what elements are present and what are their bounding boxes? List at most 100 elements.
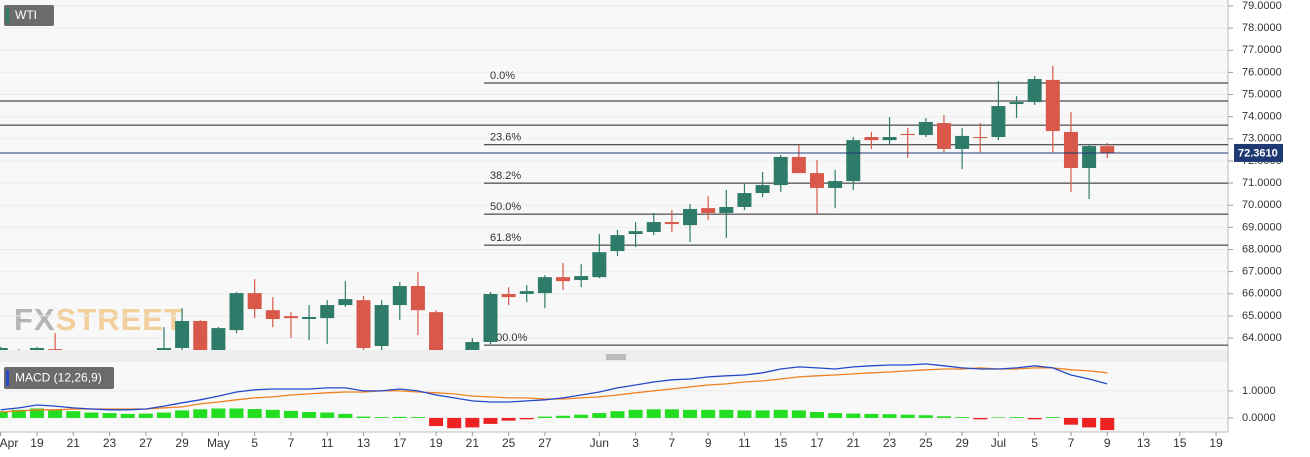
candle-body	[991, 106, 1006, 138]
y-tick-label: 64.0000	[1242, 332, 1282, 344]
y-tick-label: 66.0000	[1242, 288, 1282, 300]
watermark: FXSTREET	[14, 302, 184, 337]
x-tick-label: 27	[538, 436, 552, 450]
candle-body	[1082, 146, 1097, 169]
histogram-bar	[429, 417, 444, 427]
y-tick-label: 76.0000	[1242, 66, 1282, 78]
macd-plot	[0, 363, 1228, 431]
candle-body	[1063, 131, 1078, 169]
x-tick-label: 17	[393, 436, 407, 450]
watermark-street: STREET	[56, 302, 184, 337]
x-tick-label: 19	[429, 436, 443, 450]
fib-label: 61.8%	[490, 232, 521, 244]
candle-body	[683, 208, 698, 226]
histogram-bar	[338, 413, 353, 418]
x-tick-label: 19	[1209, 436, 1223, 450]
histogram-bar	[465, 417, 480, 428]
histogram-bar	[556, 415, 571, 418]
candle-body	[501, 293, 516, 298]
histogram-bar	[882, 414, 897, 418]
histogram-bar	[29, 408, 44, 418]
legend[interactable]: WTI	[4, 5, 54, 26]
candle-body	[592, 252, 607, 278]
x-tick-label: 9	[705, 436, 712, 450]
candle-body	[211, 328, 226, 350]
histogram-bar	[447, 417, 462, 429]
candle-body	[864, 137, 879, 141]
y-tick-label: 75.0000	[1242, 88, 1282, 100]
candle-body	[429, 312, 444, 350]
macd-legend-label: MACD (12,26,9)	[15, 371, 102, 385]
histogram-bar	[84, 412, 99, 418]
fib-label: 0.0%	[490, 70, 515, 82]
histogram-bar	[283, 410, 298, 418]
histogram-bar	[410, 417, 425, 418]
histogram-bar	[175, 410, 190, 418]
x-tick-label: 25	[502, 436, 516, 450]
candle-body	[574, 276, 589, 281]
macd-legend[interactable]: MACD (12,26,9)	[4, 367, 114, 389]
candle-body	[229, 293, 244, 331]
histogram-bar	[737, 410, 752, 418]
candle-body	[519, 291, 534, 294]
candle-body	[0, 348, 8, 350]
price-plot: 0.0% 23.6% 38.2% 50.0% 61.8% 100.0%	[0, 65, 1228, 350]
x-tick-label: 27	[139, 436, 153, 450]
histogram-bar	[628, 409, 643, 418]
candle-body	[283, 316, 298, 319]
histogram-bar	[592, 413, 607, 418]
y-tick-label: 69.0000	[1242, 221, 1282, 233]
x-tick-label: 21	[847, 436, 861, 450]
y-tick-label: 0.0000	[1242, 412, 1276, 424]
y-tick-label: 68.0000	[1242, 243, 1282, 255]
candle-body	[302, 317, 317, 320]
candle-body	[556, 277, 571, 282]
histogram-bar	[1100, 417, 1115, 431]
y-tick-label: 67.0000	[1242, 266, 1282, 278]
candle-body	[320, 305, 335, 319]
x-tick-label: 15	[774, 436, 788, 450]
histogram-bar	[211, 408, 226, 418]
histogram-bar	[719, 409, 734, 418]
histogram-bar	[701, 409, 716, 418]
histogram-bar	[501, 417, 516, 421]
candle-body	[719, 206, 734, 213]
last-price-tag	[1234, 143, 1283, 162]
x-tick-label: May	[207, 436, 230, 450]
x-tick-label: 23	[883, 436, 897, 450]
histogram-bar	[392, 416, 407, 418]
x-tick-label: Jul	[991, 436, 1006, 450]
y-tick-label: 71.0000	[1242, 177, 1282, 189]
histogram-bar	[646, 409, 661, 418]
candle-body	[755, 185, 770, 194]
histogram-bar	[664, 409, 679, 418]
x-tick-label: 11	[321, 436, 334, 450]
candle-body	[664, 222, 679, 225]
x-tick-label: 23	[103, 436, 117, 450]
candle-body	[537, 277, 552, 294]
y-tick-label: 79.0000	[1242, 0, 1282, 12]
histogram-bar	[156, 412, 171, 418]
x-tick-label: Jun	[590, 436, 609, 450]
histogram-bar	[11, 409, 26, 418]
histogram-bar	[610, 411, 625, 418]
histogram-bar	[936, 416, 951, 418]
histogram-bar	[574, 414, 589, 418]
candle-body	[973, 137, 988, 139]
histogram-bar	[229, 408, 244, 418]
macd-line	[0, 363, 1108, 411]
separator-grip	[606, 354, 626, 360]
last-price-label: 72.3610	[1238, 147, 1278, 159]
panel-separator[interactable]	[0, 350, 1228, 362]
candle-body	[701, 208, 716, 213]
macd-legend-swatch	[6, 370, 9, 386]
legend-swatch	[6, 8, 9, 23]
histogram-bar	[1045, 417, 1060, 418]
histogram-bar	[483, 417, 498, 424]
histogram-bar	[120, 413, 135, 418]
candle-body	[828, 181, 843, 188]
y-tick-label: 65.0000	[1242, 310, 1282, 322]
candle-body	[374, 305, 389, 347]
candle-body	[1045, 79, 1060, 132]
